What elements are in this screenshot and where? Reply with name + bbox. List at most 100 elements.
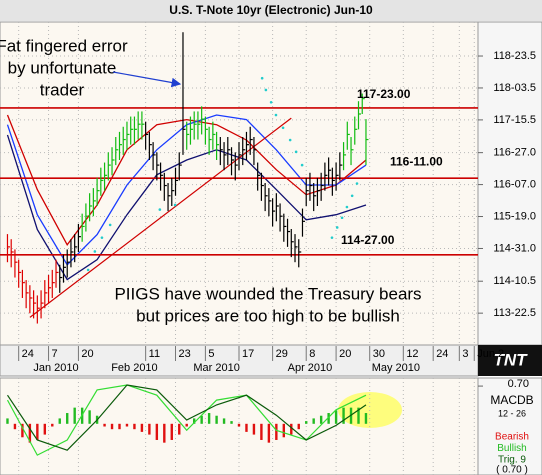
sar-dot [294,150,298,154]
x-tick-label: 24 [436,348,448,360]
month-label: Feb 2010 [111,362,157,374]
histogram-bar [282,423,286,438]
labels: 118-23.5 118-03.5 117-15.5 116-27.0 116-07.0… [18,50,536,466]
y-tick-label: 116-07.0 [493,178,536,190]
x-tick-label: 24 [22,348,34,360]
annotation-text: trader [40,80,85,99]
histogram-bar [200,415,203,424]
annotation-text: by unfortunate [8,58,117,77]
y-tick-label: 118-23.5 [493,50,536,62]
histogram-bar [260,423,263,440]
histogram-bar [21,423,24,438]
month-label: Apr 2010 [288,362,333,374]
x-tick-label: 3 [462,348,468,360]
x-tick-label: 29 [276,348,288,360]
sar-dot [108,223,112,227]
histogram-bar [58,418,61,424]
x-tick-label: 11 [149,348,160,360]
histogram-bar [36,423,39,440]
histogram-bar [290,423,293,435]
histogram-bar [66,413,69,424]
sar-dot [86,268,90,272]
sar-dot [350,194,354,198]
x-tick-label: 7 [52,348,58,360]
trendline [29,117,292,318]
histogram-bar [252,423,256,435]
histogram-bar [207,413,211,424]
price-axis-panel [477,21,542,346]
histogram-bar [73,407,76,424]
annotation-arrow [112,71,182,88]
histogram-bar [140,423,144,432]
macd-axis-panel [477,377,542,475]
histogram-bar [13,423,17,430]
histogram-bar [267,423,271,443]
x-tick-label: 30 [373,348,385,360]
level-label: 114-27.00 [341,233,395,247]
macd-last-value: ( 0.70 ) [496,465,528,475]
histogram-bar [297,423,300,430]
histogram-bar [364,413,368,424]
y-tick-label: 117-15.5 [493,114,536,126]
logo: TNT [493,350,528,369]
histogram-bar [170,423,173,440]
sar-dot [330,236,334,239]
x-tick-label: 23 [179,348,191,360]
legend-entry: Bullish [497,443,526,454]
level-label: 116-11.00 [390,154,443,168]
histogram-bar [110,423,114,430]
macd-subtitle: 12 - 26 [498,408,526,418]
sar-dot [335,226,339,229]
histogram-bar [51,423,54,427]
logo-box [478,345,542,376]
sar-dot [100,236,104,239]
sar-dot [281,126,285,130]
moving-average [6,134,367,281]
annotation-text: but prices are too high to be bullish [136,306,400,325]
title-bar [0,0,542,21]
y-tick-label: 113-22.5 [493,307,536,319]
x-tick-label: 5 [208,348,214,360]
histogram-bar [357,407,360,424]
histogram-bar [178,423,181,435]
sar-dot [345,205,349,209]
macd-marks [6,384,368,456]
sar-dot [260,76,264,80]
level-label: 117-23.00 [357,87,411,101]
histogram-bar [125,423,129,427]
sar-dot [173,203,177,207]
month-label: Mar 2010 [193,362,239,374]
histogram-bar [342,407,345,424]
histogram-bar [43,423,47,435]
histogram-bar [334,410,338,424]
histogram-bar [133,423,136,430]
sar-dot [300,163,304,167]
histogram-bar [118,423,121,430]
y-tick-label: 116-27.0 [493,147,536,159]
histogram-bar [215,415,218,424]
x-tick-label: 12 [406,348,418,360]
legend-entry: Trig. 9 [498,455,526,466]
histogram-bar [275,423,278,440]
histogram-bar [28,423,32,443]
x-tick-label: 20 [81,348,93,360]
histogram-bar [237,423,241,427]
x-tick-label: Jun 2 [477,348,504,360]
month-label: Jan 2010 [33,362,78,374]
sar-dot [288,138,292,142]
sar-dot [93,250,97,253]
sar-dot [158,208,162,211]
histogram-bar [305,421,308,424]
y-tick-label: 114-31.0 [493,242,536,254]
sar-dot [340,216,344,220]
histogram-bar [230,421,233,424]
histogram-bar [312,418,315,424]
histogram-bar [192,418,196,424]
histogram-bar [222,418,226,424]
y-tick-label: 118-03.5 [493,82,536,94]
histogram-bar [327,413,330,424]
legend-entry: Bearish [495,432,529,443]
y-tick-label: 115-19.0 [493,210,536,222]
x-tick-label: 20 [339,348,351,360]
